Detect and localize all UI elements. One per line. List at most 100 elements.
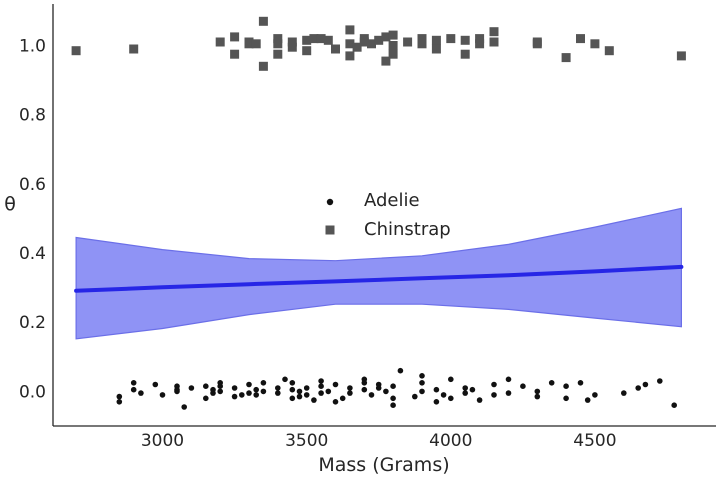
adelie-point: [491, 381, 497, 388]
adelie-point: [332, 381, 339, 388]
legend-chinstrap-label: Chinstrap: [364, 219, 451, 240]
adelie-point: [347, 390, 353, 396]
adelie-point: [217, 383, 223, 390]
adelie-point: [253, 392, 259, 398]
adelie-point: [448, 395, 454, 402]
adelie-point: [671, 402, 677, 409]
adelie-point: [332, 399, 339, 405]
chinstrap-point: [359, 34, 369, 44]
chinstrap-point: [388, 30, 398, 40]
adelie-point: [318, 378, 324, 384]
adelie-point: [563, 383, 569, 390]
chinstrap-point: [273, 39, 283, 49]
chinstrap-point: [345, 39, 355, 49]
chinstrap-point: [388, 49, 398, 59]
adelie-point: [239, 392, 245, 398]
chinstrap-point: [71, 46, 81, 56]
adelie-point: [231, 393, 238, 400]
chinstrap-point: [258, 16, 268, 26]
chinstrap-point: [460, 35, 470, 45]
adelie-point: [296, 388, 303, 395]
chinstrap-point: [561, 53, 571, 63]
y-tick-label: 0.2: [19, 313, 46, 333]
adelie-point: [303, 385, 310, 391]
adelie-point: [152, 381, 159, 388]
adelie-point: [462, 385, 469, 391]
adelie-point: [548, 380, 555, 386]
adelie-point: [296, 393, 303, 400]
adelie-point: [577, 380, 584, 386]
adelie-point: [159, 392, 166, 398]
chinstrap-point: [431, 44, 441, 54]
adelie-point: [203, 383, 209, 390]
y-tick-label: 0.0: [19, 382, 46, 402]
chinstrap-point: [230, 32, 240, 42]
adelie-point: [116, 393, 123, 400]
chinstrap-point: [352, 42, 362, 52]
adelie-point: [246, 381, 252, 388]
axes: 3000 3500 4000 4500 0.0 0.2 0.4 0.6 0.8 1.0: [19, 4, 716, 451]
chinstrap-point: [417, 39, 427, 49]
adelie-point: [303, 392, 310, 398]
adelie-point: [433, 399, 440, 405]
y-tick-label: 0.8: [19, 106, 46, 126]
chinstrap-point: [576, 34, 585, 44]
adelie-point: [390, 402, 396, 409]
x-tick-label: 3000: [141, 431, 184, 451]
adelie-point: [419, 380, 425, 386]
adelie-point: [476, 397, 483, 403]
chinstrap-point: [273, 49, 283, 59]
chinstrap-point: [287, 37, 297, 47]
legend-chinstrap-marker: [325, 225, 335, 235]
legend-adelie-label: Adelie: [364, 190, 420, 211]
adelie-point: [325, 388, 332, 395]
adelie-point: [505, 376, 512, 383]
x-axis-label: Mass (Grams): [318, 454, 449, 476]
chinstrap-point: [244, 37, 254, 47]
adelie-point: [217, 388, 223, 395]
chinstrap-point: [431, 35, 441, 45]
chinstrap-point: [367, 39, 376, 49]
chinstrap-point: [403, 37, 413, 47]
adelie-point: [339, 395, 346, 402]
adelie-point: [289, 395, 296, 402]
chinstrap-point: [287, 42, 297, 52]
chinstrap-point: [302, 35, 312, 45]
adelie-point: [368, 392, 375, 398]
adelie-point: [440, 392, 447, 398]
adelie-point: [469, 386, 476, 393]
adelie-point: [188, 385, 195, 391]
adelie-point: [260, 388, 267, 395]
adelie-point: [282, 376, 288, 383]
adelie-point: [563, 395, 569, 402]
adelie-point: [505, 390, 512, 396]
adelie-point: [181, 404, 187, 410]
chinstrap-point: [273, 34, 283, 44]
adelie-point: [433, 386, 440, 393]
chinstrap-point: [417, 34, 427, 44]
adelie-point: [491, 392, 497, 398]
chinstrap-point: [251, 39, 261, 49]
adelie-point: [462, 390, 469, 396]
adelie-point: [275, 385, 281, 391]
chinstrap-point: [475, 34, 485, 44]
adelie-point: [116, 399, 123, 405]
chinstrap-point: [381, 32, 391, 42]
chinstrap-point: [604, 46, 614, 56]
chinstrap-point: [590, 39, 600, 49]
adelie-point: [203, 395, 209, 402]
adelie-point: [390, 395, 396, 402]
adelie-point: [246, 390, 252, 396]
adelie-point: [311, 397, 317, 403]
x-tick-label: 3500: [285, 431, 328, 451]
chinstrap-point: [323, 35, 333, 45]
chinstrap-point: [129, 44, 139, 54]
chinstrap-point: [489, 27, 499, 37]
y-tick-label: 0.6: [19, 175, 46, 195]
mean-line-layer: [74, 264, 684, 293]
adelie-point: [383, 388, 389, 395]
chinstrap-point: [258, 61, 268, 71]
chinstrap-point: [331, 44, 340, 54]
adelie-point: [361, 386, 368, 393]
